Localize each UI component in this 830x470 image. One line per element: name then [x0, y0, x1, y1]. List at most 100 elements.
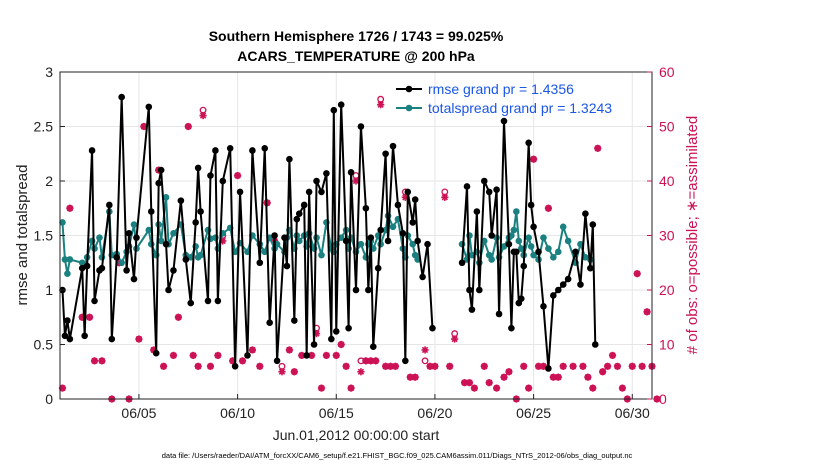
data-point-series-0: [295, 210, 303, 217]
obs-assimilated-marker: [372, 357, 380, 365]
data-point-series-0: [261, 145, 269, 152]
data-point-series-0: [88, 147, 96, 154]
x-axis-label: Jun.01,2012 00:00:00 start: [273, 427, 440, 443]
data-point-series-0: [374, 264, 382, 272]
obs-assimilated-marker: [520, 362, 528, 370]
obs-assimilated-marker: [391, 362, 400, 370]
data-point-series-0: [271, 232, 278, 239]
data-point-series-0: [310, 341, 318, 348]
data-point-series-0: [170, 267, 177, 274]
data-point-series-1: [389, 223, 397, 231]
legend: rmse grand pr = 1.4356 totalspread grand…: [396, 81, 612, 116]
data-point-series-0: [399, 230, 407, 237]
data-point-series-1: [513, 208, 520, 215]
obs-assimilated-marker: [500, 373, 508, 381]
obs-assimilated-marker: [347, 384, 355, 392]
data-point-series-0: [550, 292, 557, 299]
data-point-series-1: [577, 240, 584, 248]
data-point-series-0: [591, 341, 599, 348]
data-point-series-0: [78, 264, 86, 272]
obs-assimilated-marker: [285, 346, 293, 354]
data-point-series-0: [328, 335, 335, 343]
data-point-series-0: [367, 234, 375, 241]
data-point-series-0: [219, 177, 227, 185]
obs-assimilated-marker: [174, 313, 182, 321]
data-point-series-1: [554, 248, 562, 256]
data-point-series-0: [577, 281, 584, 288]
obs-assimilated-marker: [135, 335, 143, 343]
data-point-series-1: [318, 251, 325, 259]
obs-assimilated-marker: [421, 346, 429, 354]
x-tick-label: 06/15: [319, 405, 354, 421]
data-point-series-0: [118, 93, 125, 101]
data-point-series-0: [133, 234, 140, 241]
data-point-series-0: [530, 223, 537, 231]
data-point-series-1: [295, 237, 303, 245]
obs-assimilated-marker: [86, 313, 94, 321]
data-point-series-0: [527, 201, 535, 209]
data-point-series-0: [545, 365, 552, 372]
data-point-series-1: [61, 256, 69, 263]
y-right-tick-label: 50: [659, 119, 675, 135]
y-tick-label: 3: [45, 64, 53, 80]
data-point-series-0: [347, 168, 355, 176]
obs-assimilated-marker: [493, 384, 501, 392]
obs-assimilated-marker: [194, 362, 202, 370]
data-point-series-1: [130, 221, 138, 228]
data-point-series-0: [197, 208, 204, 215]
obs-assimilated-marker: [608, 351, 617, 359]
data-point-series-1: [357, 240, 365, 248]
data-point-series-0: [495, 310, 503, 318]
data-point-series-1: [582, 253, 589, 261]
obs-assimilated-marker: [184, 122, 192, 131]
obs-assimilated-marker: [58, 384, 67, 392]
data-point-series-0: [305, 188, 313, 196]
obs-assimilated-marker: [618, 384, 626, 392]
data-point-series-0: [559, 281, 567, 288]
data-point-series-0: [273, 357, 281, 365]
obs-assimilated-marker: [342, 362, 350, 370]
data-point-series-0: [64, 317, 71, 324]
data-point-series-0: [291, 317, 298, 324]
data-point-series-0: [345, 324, 352, 332]
data-point-series-1: [157, 237, 165, 245]
obs-assimilated-marker: [317, 384, 326, 392]
obs-assimilated-marker: [579, 362, 587, 370]
data-point-series-0: [249, 147, 256, 154]
data-point-series-0: [108, 335, 116, 343]
data-point-series-0: [424, 240, 431, 248]
data-point-series-1: [170, 230, 177, 237]
data-point-series-0: [318, 188, 325, 196]
data-point-series-0: [587, 264, 594, 272]
data-point-series-1: [559, 223, 567, 231]
data-point-series-0: [313, 177, 320, 185]
obs-assimilated-marker: [594, 144, 602, 152]
data-point-series-0: [540, 303, 547, 310]
obs-assimilated-marker: [290, 368, 298, 376]
data-point-series-1: [530, 251, 537, 259]
data-point-series-0: [458, 259, 466, 267]
data-point-series-1: [468, 251, 476, 259]
data-point-series-0: [513, 248, 520, 256]
data-point-series-1: [96, 234, 103, 241]
data-point-series-1: [118, 259, 125, 267]
obs-assimilated-marker: [485, 379, 493, 387]
data-point-series-0: [147, 208, 155, 215]
chart-title: Southern Hemisphere 1726 / 1743 = 99.025…: [209, 28, 504, 44]
obs-assimilated-marker: [248, 346, 256, 354]
data-point-series-0: [83, 262, 91, 270]
legend-spread-label: totalspread grand pr = 1.3243: [428, 100, 612, 116]
data-point-series-0: [525, 139, 532, 147]
data-point-series-0: [165, 286, 172, 294]
data-point-series-0: [283, 262, 291, 270]
x-tick-label: 06/25: [516, 405, 551, 421]
obs-assimilated-marker: [332, 351, 340, 359]
data-point-series-0: [113, 253, 121, 261]
data-point-series-0: [300, 201, 308, 209]
y-right-tick-label: 20: [659, 282, 675, 298]
data-point-series-0: [468, 306, 476, 313]
data-point-series-0: [394, 201, 402, 209]
data-point-series-0: [535, 248, 542, 256]
data-point-series-0: [182, 256, 190, 263]
y-right-tick-label: 40: [659, 173, 675, 189]
